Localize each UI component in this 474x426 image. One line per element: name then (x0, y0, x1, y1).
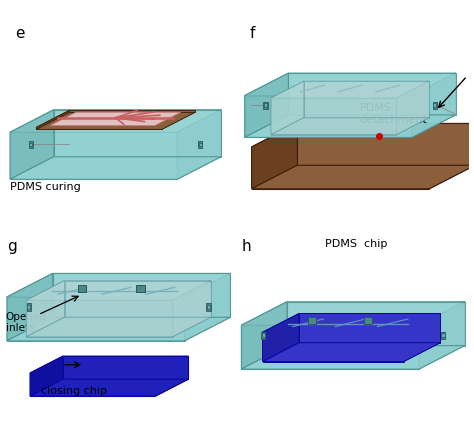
Polygon shape (263, 314, 299, 362)
Bar (441, 334, 445, 337)
Polygon shape (36, 112, 195, 130)
Polygon shape (26, 280, 64, 337)
Polygon shape (64, 280, 211, 317)
Text: h: h (241, 239, 251, 254)
Polygon shape (36, 110, 195, 127)
Polygon shape (299, 314, 440, 343)
Polygon shape (245, 115, 456, 138)
Text: PDMS  chip: PDMS chip (325, 239, 387, 250)
Bar (29, 141, 33, 148)
Polygon shape (263, 314, 440, 332)
Polygon shape (288, 73, 456, 115)
Bar (433, 104, 437, 107)
Polygon shape (241, 302, 287, 369)
Polygon shape (271, 98, 396, 135)
Bar (207, 305, 210, 309)
Polygon shape (26, 280, 211, 300)
Polygon shape (271, 118, 429, 135)
Polygon shape (396, 81, 429, 135)
Text: g: g (7, 239, 17, 254)
Bar (206, 303, 210, 311)
Text: PDMS curing: PDMS curing (10, 182, 81, 193)
Polygon shape (63, 356, 188, 379)
Polygon shape (155, 356, 188, 396)
Polygon shape (245, 95, 412, 138)
Polygon shape (177, 109, 221, 179)
Bar (308, 317, 316, 325)
Bar (433, 101, 437, 109)
Polygon shape (26, 317, 211, 337)
Polygon shape (263, 332, 404, 362)
Polygon shape (245, 73, 456, 95)
Polygon shape (271, 81, 429, 98)
Polygon shape (252, 165, 474, 189)
Polygon shape (297, 124, 474, 165)
Bar (364, 317, 373, 325)
Bar (441, 332, 445, 339)
Polygon shape (7, 297, 184, 341)
Polygon shape (404, 314, 440, 362)
Polygon shape (69, 110, 195, 112)
Text: closing chip: closing chip (41, 386, 107, 396)
Text: PDMS
detachment: PDMS detachment (359, 103, 427, 124)
Polygon shape (241, 302, 465, 325)
Bar (29, 143, 32, 146)
Bar (27, 305, 30, 309)
Polygon shape (245, 73, 288, 138)
Polygon shape (30, 356, 63, 396)
Text: e: e (15, 26, 25, 40)
Polygon shape (412, 73, 456, 138)
Text: f: f (250, 26, 255, 40)
Polygon shape (30, 356, 188, 373)
Polygon shape (304, 81, 429, 118)
Bar (262, 334, 265, 337)
Polygon shape (252, 124, 474, 147)
Polygon shape (10, 109, 54, 179)
Bar (137, 285, 145, 292)
Polygon shape (10, 109, 221, 132)
Polygon shape (54, 109, 221, 157)
Bar (264, 104, 267, 107)
Polygon shape (241, 345, 465, 369)
Polygon shape (184, 273, 230, 341)
Bar (78, 285, 86, 292)
Polygon shape (26, 300, 173, 337)
Polygon shape (162, 110, 195, 130)
Bar (264, 101, 267, 109)
Polygon shape (53, 273, 230, 317)
Bar (261, 332, 265, 339)
Polygon shape (287, 302, 465, 345)
Text: Opened
inlets: Opened inlets (6, 311, 46, 333)
Polygon shape (263, 343, 440, 362)
Polygon shape (36, 127, 162, 130)
Polygon shape (271, 81, 304, 135)
Polygon shape (10, 157, 221, 179)
Polygon shape (419, 302, 465, 369)
Bar (27, 303, 31, 311)
Polygon shape (50, 112, 181, 125)
Polygon shape (252, 124, 297, 189)
Polygon shape (30, 373, 155, 396)
Polygon shape (7, 317, 230, 341)
Bar (198, 141, 202, 148)
Bar (199, 143, 202, 146)
Polygon shape (241, 325, 419, 369)
Polygon shape (7, 273, 53, 341)
Polygon shape (7, 273, 230, 297)
Polygon shape (10, 132, 177, 179)
Polygon shape (252, 147, 429, 189)
Polygon shape (36, 110, 69, 130)
Polygon shape (429, 124, 474, 189)
Polygon shape (30, 379, 188, 396)
Polygon shape (173, 280, 211, 337)
